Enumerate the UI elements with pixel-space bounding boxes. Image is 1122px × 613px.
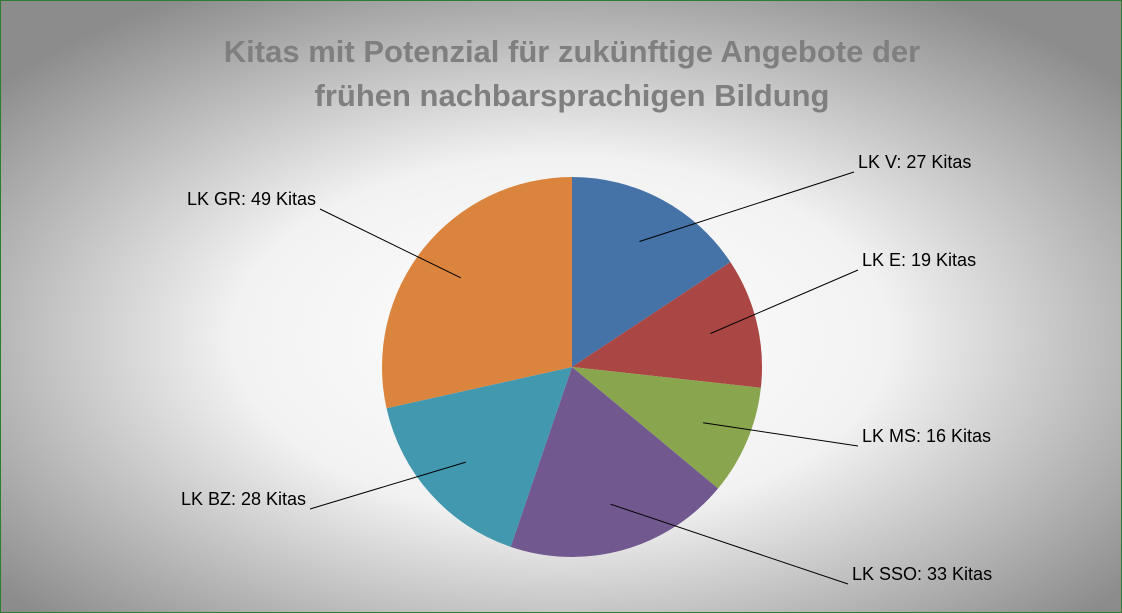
leader-line bbox=[639, 171, 855, 242]
data-label: LK V: 27 Kitas bbox=[858, 152, 971, 172]
leader-line bbox=[710, 269, 859, 334]
data-label: LK BZ: 28 Kitas bbox=[181, 489, 306, 509]
data-label: LK GR: 49 Kitas bbox=[187, 189, 316, 209]
pie-slice bbox=[386, 367, 572, 547]
pie-slice bbox=[572, 367, 761, 489]
leader-line bbox=[610, 503, 849, 585]
pie-slice bbox=[510, 367, 719, 558]
chart-title: frühen nachbarsprachigen Bildung bbox=[315, 78, 830, 113]
chart-title: Kitas mit Potenzial für zukünftige Angeb… bbox=[224, 34, 920, 69]
leader-line bbox=[319, 208, 462, 279]
leader-line bbox=[309, 461, 467, 510]
leader-line bbox=[703, 422, 859, 447]
pie-slice bbox=[382, 177, 572, 409]
pie-slice bbox=[572, 262, 762, 388]
data-label: LK MS: 16 Kitas bbox=[862, 426, 991, 446]
data-label: LK SSO: 33 Kitas bbox=[852, 564, 992, 584]
data-label: LK E: 19 Kitas bbox=[862, 250, 976, 270]
